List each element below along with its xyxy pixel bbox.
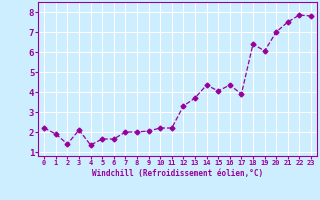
X-axis label: Windchill (Refroidissement éolien,°C): Windchill (Refroidissement éolien,°C) [92,169,263,178]
